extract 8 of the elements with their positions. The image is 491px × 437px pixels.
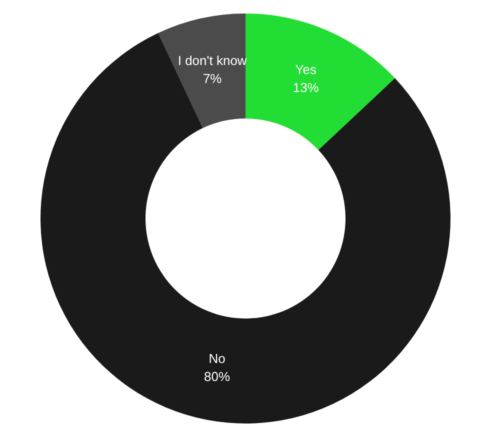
donut-slice [40,33,450,424]
data-label: 7% [202,71,222,86]
data-label: 13% [292,80,320,95]
data-label: 80% [204,368,230,384]
slice-label: Yes [295,62,317,77]
slice-label: No [208,350,226,366]
donut-slice [246,14,395,150]
donut-slice [158,14,246,128]
